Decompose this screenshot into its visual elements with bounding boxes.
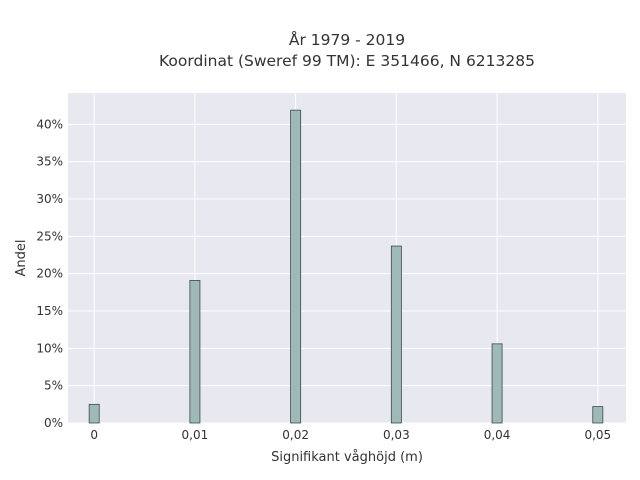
y-tick-label: 10% [36, 341, 63, 355]
x-tick-label: 0,01 [182, 428, 209, 442]
x-tick-label: 0,05 [584, 428, 611, 442]
y-tick-label: 20% [36, 267, 63, 281]
histogram-bar [390, 245, 402, 424]
chart-subtitle: Koordinat (Sweref 99 TM): E 351466, N 62… [159, 52, 535, 70]
y-tick-label: 35% [36, 155, 63, 169]
chart-title: År 1979 - 2019 [289, 30, 405, 49]
y-tick-label: 5% [44, 379, 63, 393]
y-tick-label: 30% [36, 192, 63, 206]
histogram-bar [592, 406, 604, 424]
y-axis-label: Andel [14, 240, 29, 277]
y-tick-label: 25% [36, 229, 63, 243]
histogram-bar [189, 279, 201, 424]
histogram-bar [88, 403, 100, 424]
y-tick-label: 40% [36, 117, 63, 131]
y-tick-label: 15% [36, 304, 63, 318]
tick-labels: 0% 5% 10% 15% 20% 25% 30% 35% 40% 0 0,01 0,02 0,03 0,… [36, 117, 611, 442]
x-tick-label: 0,02 [282, 428, 309, 442]
bars [88, 109, 604, 424]
x-tick-label: 0,03 [383, 428, 410, 442]
histogram-bar [491, 343, 503, 424]
plot-area [68, 93, 626, 423]
x-axis-label: Signifikant våghöjd (m) [271, 450, 423, 465]
y-tick-label: 0% [44, 416, 63, 430]
histogram-bar [290, 109, 302, 424]
x-tick-label: 0 [90, 428, 98, 442]
x-tick-label: 0,04 [484, 428, 511, 442]
